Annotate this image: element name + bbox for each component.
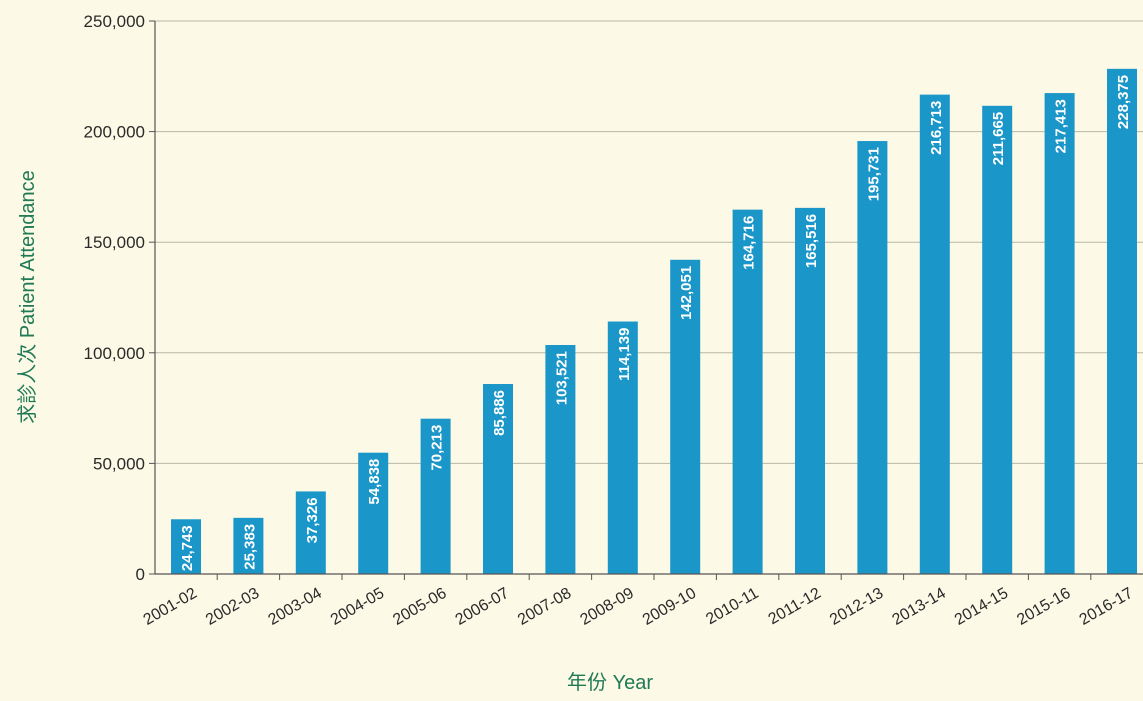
bar-data-label: 216,713 <box>928 101 945 155</box>
y-tick-labels: 0 50,000 100,000 150,000 200,000 250,000 <box>84 12 155 584</box>
bar <box>233 517 264 574</box>
x-tick-label: 2003-04 <box>265 585 324 629</box>
bar <box>358 452 389 574</box>
y-tick-label: 200,000 <box>84 123 145 142</box>
gridlines <box>155 20 1143 464</box>
x-tick-label: 2010-11 <box>703 585 761 629</box>
bar-data-label: 142,051 <box>678 266 695 320</box>
x-tick-label: 2002-03 <box>203 585 262 629</box>
y-axis-title: 求診人次 Patient Attendance <box>16 170 39 423</box>
bar-data-label: 195,731 <box>865 147 882 201</box>
x-tick-label: 2016-17 <box>1077 585 1136 629</box>
x-tick-labels: 2001-02 2002-03 2003-04 2004-05 2005-06 2006-… <box>141 574 1136 629</box>
bar-data-label: 164,716 <box>741 216 758 270</box>
x-tick-label: 2014-15 <box>952 585 1011 629</box>
y-tick-label: 250,000 <box>84 12 145 31</box>
axes <box>154 21 1143 575</box>
x-tick-label: 2001-02 <box>141 585 200 629</box>
bar-data-label: 114,139 <box>616 328 633 381</box>
bar <box>607 321 638 574</box>
bar-data-label: 54,838 <box>366 459 383 505</box>
bar-data-label: 103,521 <box>553 351 570 405</box>
x-axis-title: 年份 Year <box>567 671 653 694</box>
bar-data-label: 25,383 <box>241 524 258 570</box>
y-tick-label: 150,000 <box>84 233 145 252</box>
data-labels: 24,743 25,383 37,326 54,838 70,213 85,886 103,… <box>179 75 1132 571</box>
x-tick-label: 2007-08 <box>515 585 574 629</box>
x-tick-label: 2015-16 <box>1014 585 1073 629</box>
bars <box>171 68 1137 575</box>
bar <box>420 418 451 574</box>
bar <box>732 209 763 575</box>
bar <box>1044 93 1075 574</box>
bar <box>483 384 513 574</box>
x-tick-label: 2009-10 <box>640 585 699 629</box>
bar <box>857 141 888 574</box>
bar-data-label: 85,886 <box>491 390 508 436</box>
bar <box>795 207 825 574</box>
bar-data-label: 217,413 <box>1053 99 1070 153</box>
x-tick-label: 2012-13 <box>827 585 886 629</box>
bar-data-label: 165,516 <box>803 214 820 268</box>
bar <box>670 259 701 574</box>
y-tick-label: 100,000 <box>84 344 145 363</box>
x-tick-label: 2008-09 <box>577 585 636 629</box>
bar-data-label: 24,743 <box>179 525 196 571</box>
bar <box>919 94 950 574</box>
bar <box>295 491 326 574</box>
bar <box>171 519 201 574</box>
bar-data-label: 228,375 <box>1115 75 1132 129</box>
x-tick-label: 2004-05 <box>328 585 387 629</box>
bar-data-label: 211,665 <box>990 112 1007 165</box>
y-tick-label: 50,000 <box>93 454 145 473</box>
bar-data-label: 37,326 <box>304 497 321 543</box>
bar <box>545 345 576 574</box>
x-tick-label: 2005-06 <box>390 585 449 629</box>
x-tick-label: 2013-14 <box>889 585 948 629</box>
x-tick-label: 2006-07 <box>453 585 512 629</box>
bar <box>1107 68 1137 574</box>
x-tick-label: 2011-12 <box>766 585 824 629</box>
y-tick-label: 0 <box>136 565 145 584</box>
bar-data-label: 70,213 <box>429 425 446 471</box>
bar <box>982 105 1013 574</box>
